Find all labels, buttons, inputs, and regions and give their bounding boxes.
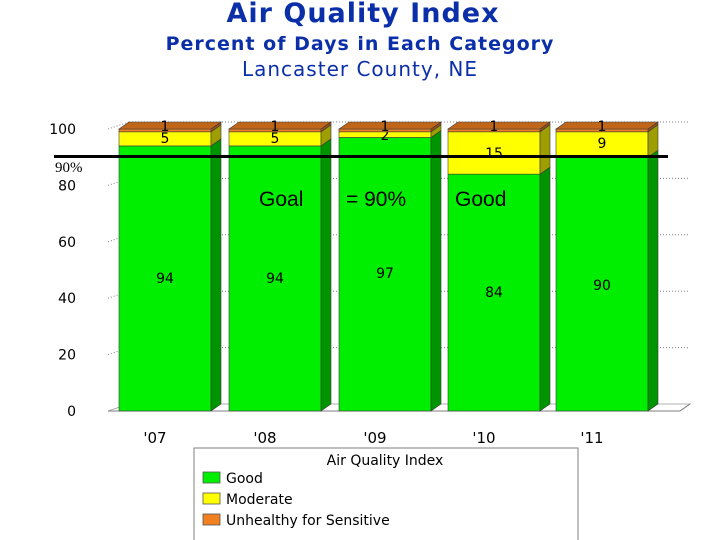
y-tick-label: 100 [49,122,76,138]
data-label: 1 [271,119,280,135]
bar-top [228,121,332,130]
legend-entry: Good [226,471,263,487]
data-label: 1 [161,119,170,135]
data-label: 2 [381,128,390,144]
x-tick-label: '10 [472,429,495,447]
legend-box [193,447,579,540]
y-tick-label: 40 [58,291,76,307]
bar-top [118,121,222,130]
legend-swatch [202,492,221,505]
x-tick-label: '11 [580,429,603,447]
data-label: 94 [266,271,284,287]
chart-subtitle: Percent of Days in Each Category [165,33,555,55]
bar-side [539,124,551,175]
legend-swatch [202,513,221,526]
data-label: 15 [485,146,503,162]
goal-line [54,155,668,158]
y-tick-label: 80 [58,178,76,194]
gridline-depth [107,121,130,130]
bar-side [539,166,551,412]
data-label: 84 [485,285,503,301]
goal-label: 90% [55,160,83,176]
legend-entry: Unhealthy for Sensitive [226,513,390,529]
y-tick-label: 20 [58,348,76,364]
data-label: 1 [490,119,499,135]
x-tick-label: '08 [253,429,276,447]
bar-side [210,138,222,412]
data-label: 94 [156,271,174,287]
y-tick-label: 60 [58,235,76,251]
goal-annotation: = 90% [346,188,406,211]
bar-moderate [555,131,649,158]
data-label: 97 [376,266,394,282]
data-label: 1 [381,119,390,135]
data-label: 1 [598,119,607,135]
bar-top [338,121,442,130]
goal-annotation: Goal [259,188,303,211]
legend-entry: Moderate [226,492,293,508]
chart-location: Lancaster County, NE [241,57,478,81]
bar-good [447,173,541,412]
bar-top [555,121,659,130]
bar-good [228,145,322,412]
x-tick-label: '09 [363,429,386,447]
goal-annotation: Good [455,188,506,211]
x-tick-label: '07 [143,429,166,447]
legend-swatch [202,471,221,484]
legend-title: Air Quality Index [327,453,444,469]
bar-side [430,129,442,412]
data-label: 90 [593,278,611,294]
data-label: 5 [161,131,170,147]
bar-top [447,121,551,130]
chart-title: Air Quality Index [226,0,500,29]
bar-side [320,138,332,412]
data-label: 9 [598,136,607,152]
y-tick-label: 0 [67,404,76,420]
data-label: 5 [271,131,280,147]
bar-good [555,156,649,412]
bar-side [647,149,659,412]
bar-moderate [447,131,541,175]
floor-edge [679,403,691,412]
